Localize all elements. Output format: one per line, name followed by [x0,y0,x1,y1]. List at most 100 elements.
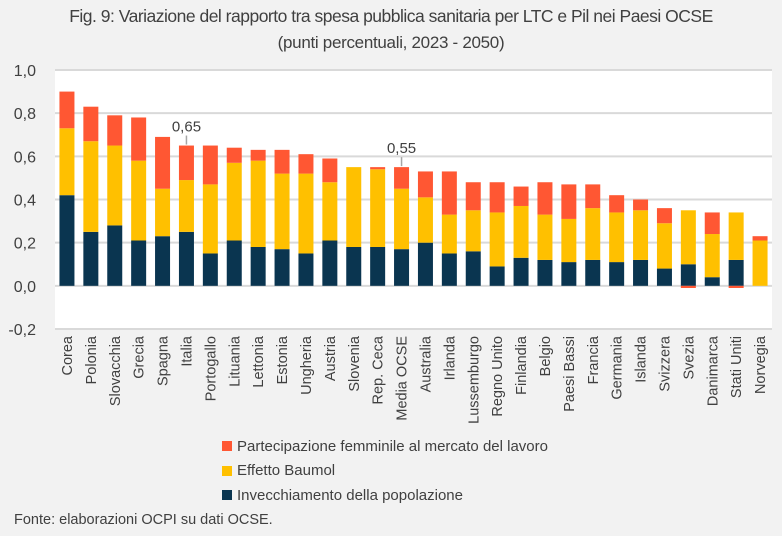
bar-segment-partecipazione [728,285,744,288]
legend-swatch [222,465,232,476]
bar-segment-baumol [417,197,433,243]
bar-segment-baumol [298,173,314,254]
x-axis-label: Svizzera [657,335,673,392]
bar-segment-invecchiamento [489,266,505,286]
bar-segment-invecchiamento [417,242,433,286]
x-axis-label: Belgio [538,336,554,376]
bar-segment-baumol [728,212,744,260]
x-axis-label: Slovacchia [108,335,124,406]
bar-segment-partecipazione [83,106,99,142]
bar-segment-baumol [704,234,720,278]
x-axis-labels: Corea Polonia Slovacchia Grecia Spagna Italia… [60,335,769,424]
x-axis-label: Stati Uniti [729,336,745,398]
chart-title: Fig. 9: Variazione del rapporto tra spes… [69,6,713,26]
bar-segment-baumol [370,169,386,247]
bar-segment-invecchiamento [322,240,338,286]
x-axis-label: Svezia [681,335,697,379]
x-axis-label: Rep. Ceca [371,335,387,404]
bar-segment-partecipazione [226,147,242,163]
bar-segment-invecchiamento [202,253,218,286]
x-axis-label: Francia [586,335,602,384]
legend-item-effetto-baumol: Effetto Baumol [222,459,548,484]
bars [59,91,768,288]
bar-segment-invecchiamento [107,225,123,286]
legend-item-invecchiamento: Invecchiamento della popolazione [222,483,548,508]
bar-segment-invecchiamento [155,236,171,286]
bar-segment-invecchiamento [656,268,672,286]
bar-segment-baumol [155,188,171,237]
x-axis-label: Slovenia [347,335,363,392]
bar-segment-partecipazione [561,184,577,219]
x-axis-label: Estonia [275,335,291,384]
bar-segment-baumol [752,240,768,286]
bar-segment-baumol [178,180,194,232]
bar-segment-baumol [226,162,242,241]
x-axis-label: Italia [179,335,195,367]
chart-subtitle: (punti percentuali, 2023 - 2050) [277,33,505,52]
y-tick-label: 1,0 [14,63,36,80]
bar-segment-baumol [633,210,649,260]
bar-segment-baumol [465,210,481,252]
bar-segment-invecchiamento [561,262,577,286]
y-axis-ticks: -0,2 0,0 0,2 0,4 0,6 0,8 1,0 [8,63,36,339]
bar-segment-partecipazione [178,145,194,181]
bar-segment-invecchiamento [609,262,625,286]
bar-segment-partecipazione [370,167,386,170]
bar-segment-partecipazione [202,145,218,185]
bar-segment-baumol [656,223,672,269]
bar-segment-baumol [322,182,338,241]
bar-segment-partecipazione [417,171,433,198]
bar-segment-invecchiamento [537,259,553,286]
y-tick-label: 0,2 [14,236,36,253]
bar-segment-baumol [274,173,290,250]
bar-segment-invecchiamento [346,246,362,286]
bar-segment-partecipazione [656,208,672,224]
y-tick-label: 0,8 [14,106,36,123]
x-axis-label: Corea [60,335,76,375]
bar-segment-invecchiamento [178,231,194,286]
bar-segment-invecchiamento [59,195,75,286]
bar-segment-partecipazione [274,149,290,174]
annotation-label: 0,65 [172,119,201,136]
annotation-label: 0,55 [387,140,416,157]
bar-segment-partecipazione [752,236,768,241]
x-axis-label: Polonia [84,335,100,384]
bar-segment-invecchiamento [274,249,290,286]
bar-segment-baumol [537,214,553,260]
x-axis-label: Germania [610,335,626,400]
bar-segment-baumol [59,128,75,196]
x-axis-label: Ungheria [299,335,315,395]
bar-segment-partecipazione [633,199,649,211]
x-axis-label: Paesi Bassi [562,336,578,412]
bar-segment-invecchiamento [728,259,744,286]
x-axis-label: Irlanda [442,335,458,380]
x-axis-label: Media OCSE [395,336,411,421]
bar-segment-invecchiamento [131,240,147,286]
source-note: Fonte: elaborazioni OCPI su dati OCSE. [14,512,273,528]
bar-segment-baumol [202,184,218,254]
legend-label: Partecipazione femminile al mercato del … [237,437,548,455]
bar-segment-partecipazione [513,186,529,206]
bar-segment-partecipazione [465,182,481,211]
bar-segment-baumol [131,160,147,241]
legend-swatch [222,441,232,452]
x-axis-label: Lituania [227,335,243,387]
x-axis-label: Lettonia [251,335,267,388]
gridlines [55,69,772,330]
bar-segment-partecipazione [298,154,314,174]
bar-segment-invecchiamento [633,259,649,286]
bar-segment-partecipazione [155,136,171,189]
bar-segment-partecipazione [609,195,625,213]
bar-segment-invecchiamento [513,257,529,286]
bar-segment-invecchiamento [441,253,457,286]
bar-segment-baumol [585,208,601,260]
legend-item-partecipazione-femminile: Partecipazione femminile al mercato del … [222,434,548,459]
x-axis-label: Austria [323,335,339,381]
legend: Partecipazione femminile al mercato del … [222,434,548,508]
x-axis-label: Lussemburgo [466,336,482,424]
bar-segment-baumol [107,145,123,226]
bar-segment-partecipazione [59,91,75,129]
bar-segment-invecchiamento [250,246,266,286]
bar-segment-partecipazione [489,182,505,213]
x-axis-label: Australia [418,335,434,392]
